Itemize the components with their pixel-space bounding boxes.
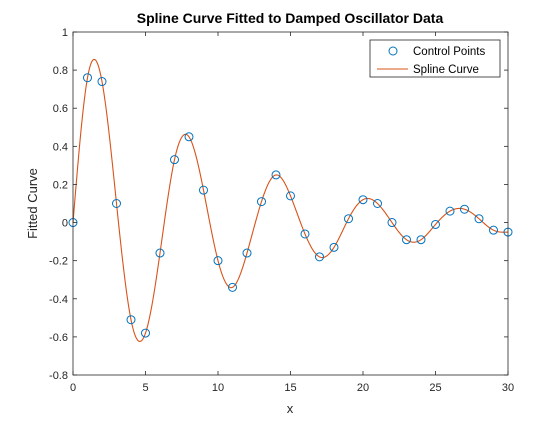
legend: Control Points Spline Curve (369, 39, 501, 78)
control-point-marker (373, 199, 382, 208)
spline-curve-line (72, 58, 509, 343)
control-point-marker (97, 77, 107, 87)
x-tick-label: 20 (357, 382, 369, 394)
control-point-marker (387, 218, 397, 228)
control-point-marker (141, 328, 150, 338)
control-point-marker (474, 214, 484, 224)
control-point-marker (445, 206, 455, 216)
control-point-marker (271, 170, 281, 180)
legend-box (369, 39, 501, 78)
y-tick-label: 0.2 (53, 179, 68, 191)
y-tick-label: 1 (62, 27, 68, 39)
legend-label-control-points: Control Points (413, 46, 485, 58)
y-tick-label: -0.6 (49, 332, 68, 344)
control-point-marker (242, 248, 252, 258)
control-point-marker (170, 155, 179, 165)
control-point-marker (126, 315, 136, 325)
x-tick-label: 0 (70, 382, 76, 394)
control-point-marker (329, 242, 339, 252)
control-point-marker (199, 185, 208, 195)
control-point-marker (228, 282, 237, 292)
control-point-marker (286, 191, 295, 201)
chart-title: Spline Curve Fitted to Damped Oscillator… (137, 10, 444, 26)
control-point-marker (155, 248, 165, 258)
x-tick-label: 25 (429, 382, 441, 394)
y-tick-label: 0.6 (53, 103, 68, 115)
control-point-marker (300, 229, 310, 239)
control-point-marker (358, 195, 368, 205)
control-point-marker (112, 199, 121, 208)
y-tick-label: 0 (62, 218, 68, 230)
y-axis-label: Fitted Curve (25, 168, 40, 239)
y-tick-label: 0.4 (53, 141, 68, 153)
control-point-marker (257, 197, 266, 207)
control-point-marker (344, 214, 353, 224)
control-point-marker (83, 73, 92, 83)
control-point-marker (402, 235, 411, 245)
x-tick-label: 15 (284, 382, 296, 394)
axes-layer: 0 5 10 15 20 25 30 -0.8 -0.6 -0.4 -0.2 0 0.2 0.4 0.6 0.… (49, 27, 514, 394)
x-tick-label: 30 (502, 382, 514, 394)
legend-label-spline-curve: Spline Curve (413, 64, 479, 76)
y-tick-label: 0.8 (53, 65, 68, 77)
control-point-marker (431, 219, 440, 229)
y-tick-label: -0.4 (49, 294, 68, 306)
control-point-marker (315, 252, 324, 262)
control-point-marker (460, 204, 469, 214)
control-point-marker (184, 132, 194, 142)
legend-marker-control-points (388, 46, 398, 56)
y-tick-label: -0.8 (49, 370, 68, 382)
x-tick-label: 5 (142, 382, 148, 394)
plot-area (73, 32, 508, 375)
x-tick-label: 10 (212, 382, 224, 394)
control-point-marker (489, 225, 498, 235)
x-axis-label: x (287, 401, 294, 416)
control-point-marker (213, 256, 223, 266)
control-point-marker (416, 235, 426, 245)
y-tick-label: -0.2 (49, 256, 68, 268)
